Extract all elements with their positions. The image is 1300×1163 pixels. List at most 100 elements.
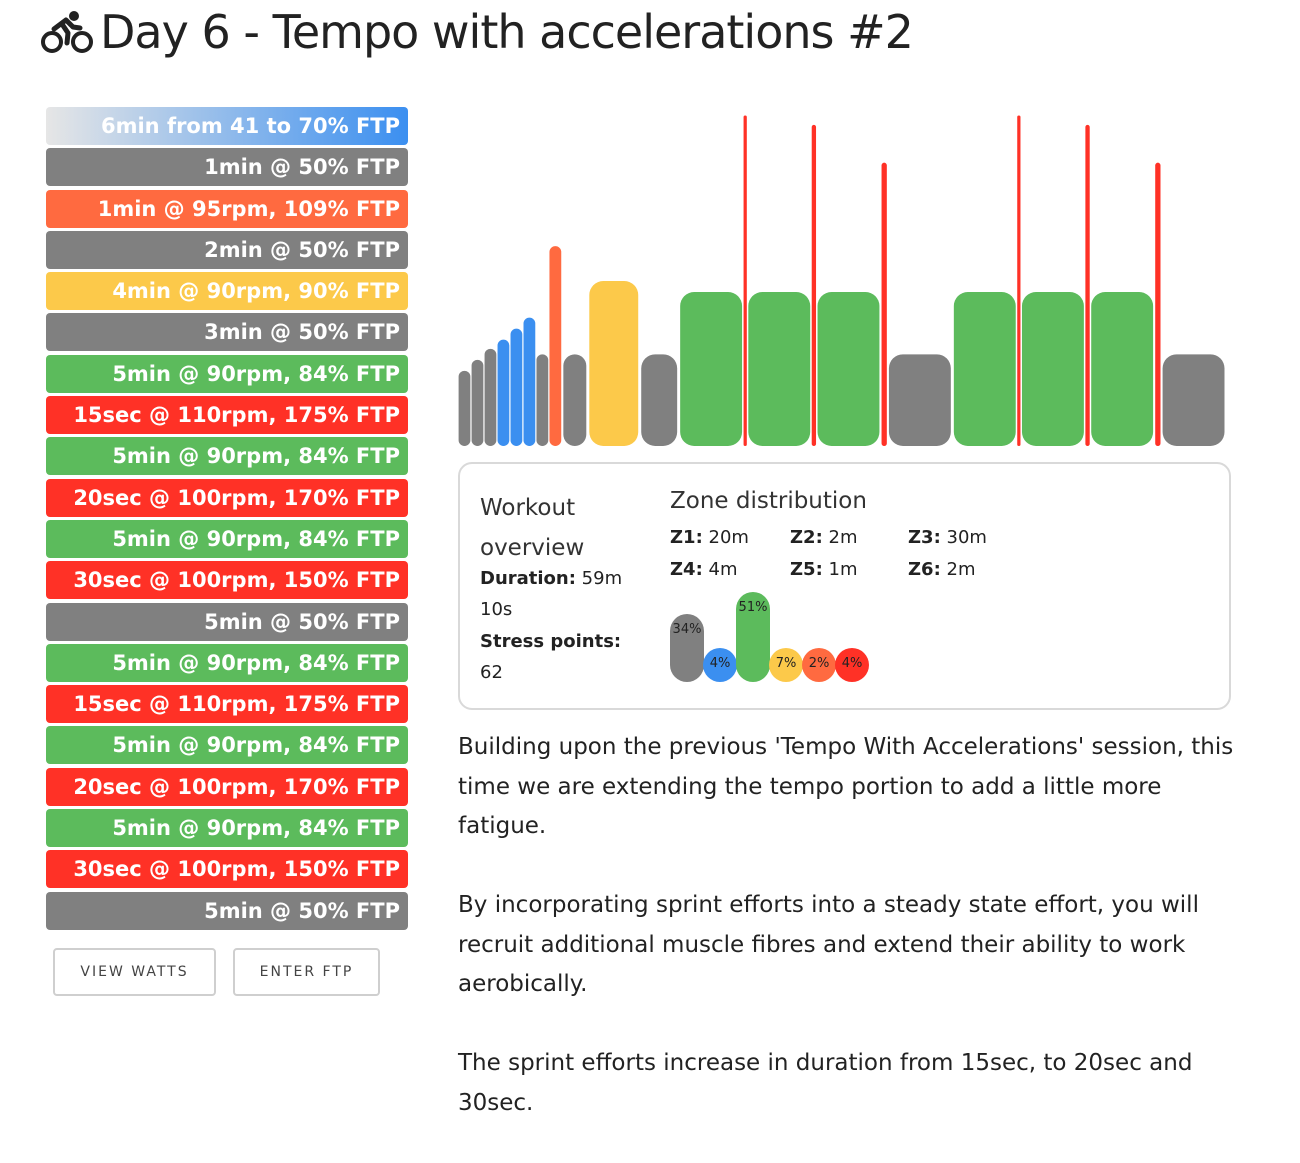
zone-label: Z2: (790, 527, 823, 548)
interval-item: 15sec @ 110rpm, 175% FTP (46, 396, 408, 435)
interval-bar (817, 292, 880, 446)
interval-label: 20sec @ 100rpm, 170% FTP (73, 774, 400, 799)
interval-item: 20sec @ 100rpm, 170% FTP (46, 767, 408, 806)
workout-description: Building upon the previous 'Tempo With A… (458, 728, 1248, 1163)
interval-item: 20sec @ 100rpm, 170% FTP (46, 478, 408, 517)
interval-item: 6min from 41 to 70% FTP (46, 107, 408, 145)
interval-label: 30sec @ 100rpm, 150% FTP (73, 568, 400, 593)
interval-bar (1091, 292, 1154, 446)
zone-label: Z1: (670, 527, 703, 548)
interval-bar (458, 370, 471, 446)
interval-bar (1021, 292, 1084, 446)
zone-pill (736, 591, 770, 682)
interval-bar (549, 246, 562, 446)
interval-item: 15sec @ 110rpm, 175% FTP (46, 685, 408, 724)
interval-item: 30sec @ 100rpm, 150% FTP (46, 850, 408, 889)
duration-label: Duration: (480, 568, 576, 589)
interval-label: 15sec @ 110rpm, 175% FTP (73, 403, 400, 428)
interval-bar (1162, 354, 1225, 446)
interval-bar (1085, 124, 1090, 446)
zone-value: 2m (822, 527, 858, 548)
interval-label: 30sec @ 100rpm, 150% FTP (73, 857, 400, 882)
zone-value: 4m (702, 559, 738, 580)
interval-bar (497, 339, 510, 446)
zone-pill (769, 648, 803, 682)
zone-pill (670, 613, 704, 682)
interval-label: 5min @ 90rpm, 84% FTP (112, 816, 400, 841)
interval-item: 5min @ 90rpm, 84% FTP (46, 643, 408, 682)
interval-label: 4min @ 90rpm, 90% FTP (112, 279, 400, 304)
workout-overview-card: Workout overview Duration: 59m 10s Stres… (458, 462, 1231, 710)
enter-ftp-button[interactable]: ENTER FTP (233, 948, 380, 996)
page-title-text: Day 6 - Tempo with accelerations #2 (100, 5, 914, 59)
description-paragraph: By incorporating sprint efforts into a s… (458, 892, 1199, 997)
interval-label: 5min @ 90rpm, 84% FTP (112, 361, 400, 386)
zone-value: 20m (702, 527, 749, 548)
interval-item: 5min @ 50% FTP (46, 602, 408, 641)
zone-item: Z2: 2m (790, 527, 858, 548)
interval-item: 1min @ 50% FTP (46, 148, 408, 187)
interval-label: 1min @ 50% FTP (204, 155, 400, 180)
interval-bar (536, 354, 549, 446)
interval-bar (563, 354, 587, 446)
zone-label: Z4: (670, 559, 703, 580)
zone-value: 2m (940, 559, 976, 580)
description-paragraph: Building upon the previous 'Tempo With A… (458, 734, 1234, 839)
interval-label: 2min @ 50% FTP (204, 237, 400, 262)
interval-item: 5min @ 90rpm, 84% FTP (46, 726, 408, 765)
interval-label: 1min @ 95rpm, 109% FTP (97, 196, 400, 221)
interval-item: 1min @ 95rpm, 109% FTP (46, 189, 408, 228)
stress-value: 62 (480, 662, 503, 683)
interval-item: 5min @ 90rpm, 84% FTP (46, 437, 408, 476)
interval-bar (1017, 115, 1021, 446)
interval-bar (888, 354, 951, 446)
interval-bar (811, 124, 817, 446)
zone-item: Z6: 2m (908, 559, 976, 580)
zone-pill-label: 4% (709, 656, 731, 671)
zone-pill-label: 34% (672, 621, 702, 637)
duration-value: 59m (581, 568, 623, 589)
zone-value: 30m (940, 527, 987, 548)
zone-item: Z3: 30m (908, 527, 987, 548)
zone-label: Z6: (908, 559, 941, 580)
interval-bar (881, 162, 887, 446)
zone-label: Z5: (790, 559, 823, 580)
zone-item: Z1: 20m (670, 527, 749, 548)
zone-pill (802, 648, 836, 682)
interval-bar (484, 348, 497, 446)
interval-bar (953, 292, 1016, 446)
interval-bar (641, 354, 678, 446)
interval-label: 5min @ 50% FTP (204, 898, 400, 923)
interval-item: 3min @ 50% FTP (46, 313, 408, 352)
interval-label: 20sec @ 100rpm, 170% FTP (73, 485, 400, 510)
zone-pill (835, 648, 869, 682)
interval-label: 5min @ 50% FTP (204, 609, 400, 634)
zone-pill-label: 51% (738, 599, 768, 615)
interval-item: 5min @ 90rpm, 84% FTP (46, 519, 408, 558)
zone-pill-label: 2% (808, 656, 830, 671)
bicycle-icon (41, 11, 93, 53)
interval-bar (743, 115, 747, 446)
zone-label: Z3: (908, 527, 941, 548)
zone-item: Z4: 4m (670, 559, 738, 580)
interval-label: 5min @ 90rpm, 84% FTP (112, 650, 400, 675)
zone-value: 1m (822, 559, 858, 580)
view-watts-button[interactable]: VIEW WATTS (53, 948, 216, 996)
interval-item: 5min @ 90rpm, 84% FTP (46, 354, 408, 393)
interval-bar (471, 359, 484, 446)
interval-item: 4min @ 90rpm, 90% FTP (46, 272, 408, 311)
interval-label: 5min @ 90rpm, 84% FTP (112, 444, 400, 469)
interval-label: 5min @ 90rpm, 84% FTP (112, 526, 400, 551)
interval-item: 5min @ 50% FTP (46, 891, 408, 930)
interval-item: 30sec @ 100rpm, 150% FTP (46, 561, 408, 600)
zone-pill-label: 7% (775, 656, 797, 671)
interval-bar (510, 328, 523, 446)
overview-title: Workout overview (480, 495, 585, 561)
interval-label: 3min @ 50% FTP (204, 320, 400, 345)
interval-list: 6min from 41 to 70% FTP 1min @ 50% FTP 1mi… (46, 107, 408, 933)
workout-profile-chart (458, 115, 1225, 446)
interval-label: 6min from 41 to 70% FTP (100, 114, 400, 138)
duration-row: Duration: 59m (480, 568, 622, 589)
interval-bar (589, 281, 639, 446)
zone-pill-label: 4% (841, 656, 863, 671)
